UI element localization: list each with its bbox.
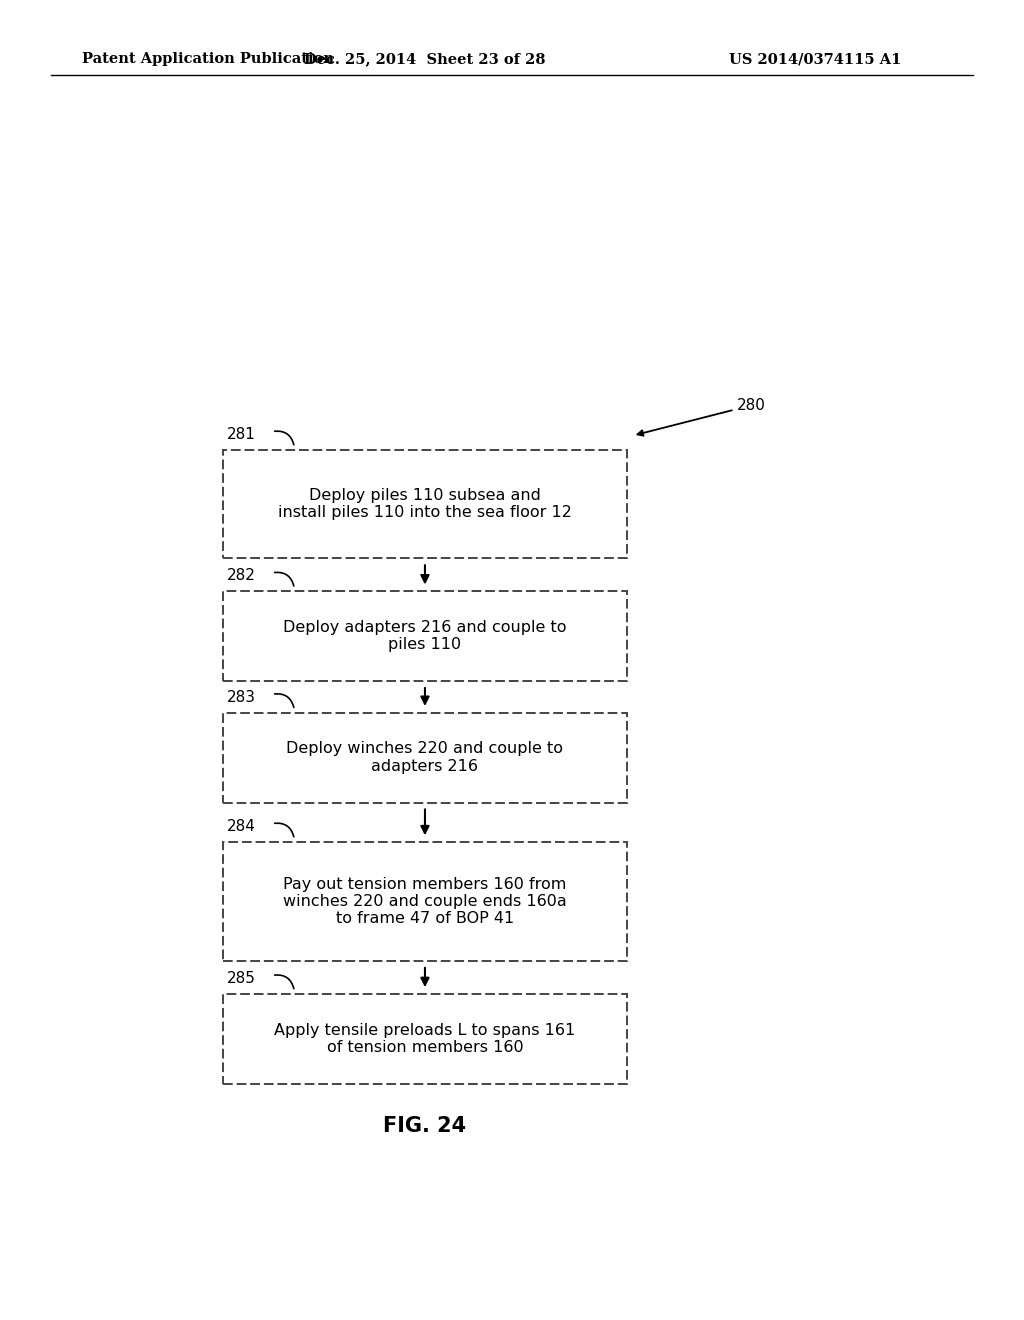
Text: Pay out tension members 160 from
winches 220 and couple ends 160a
to frame 47 of: Pay out tension members 160 from winches… (283, 876, 567, 927)
Text: US 2014/0374115 A1: US 2014/0374115 A1 (729, 53, 901, 66)
Text: Apply tensile preloads L to spans 161
of tension members 160: Apply tensile preloads L to spans 161 of… (274, 1023, 575, 1055)
Text: 282: 282 (226, 569, 256, 583)
Text: FIG. 24: FIG. 24 (383, 1115, 467, 1137)
FancyBboxPatch shape (222, 713, 627, 803)
Text: Deploy piles 110 subsea and
install piles 110 into the sea floor 12: Deploy piles 110 subsea and install pile… (279, 488, 571, 520)
Text: Dec. 25, 2014  Sheet 23 of 28: Dec. 25, 2014 Sheet 23 of 28 (304, 53, 546, 66)
Text: 280: 280 (638, 397, 766, 436)
Text: 281: 281 (226, 428, 256, 442)
Text: Deploy adapters 216 and couple to
piles 110: Deploy adapters 216 and couple to piles … (284, 620, 566, 652)
Text: 284: 284 (226, 820, 256, 834)
FancyBboxPatch shape (222, 842, 627, 961)
Text: Patent Application Publication: Patent Application Publication (82, 53, 334, 66)
Text: Deploy winches 220 and couple to
adapters 216: Deploy winches 220 and couple to adapter… (287, 742, 563, 774)
FancyBboxPatch shape (222, 450, 627, 558)
FancyBboxPatch shape (222, 994, 627, 1084)
Text: 283: 283 (226, 690, 256, 705)
FancyBboxPatch shape (222, 591, 627, 681)
Text: 285: 285 (226, 972, 256, 986)
